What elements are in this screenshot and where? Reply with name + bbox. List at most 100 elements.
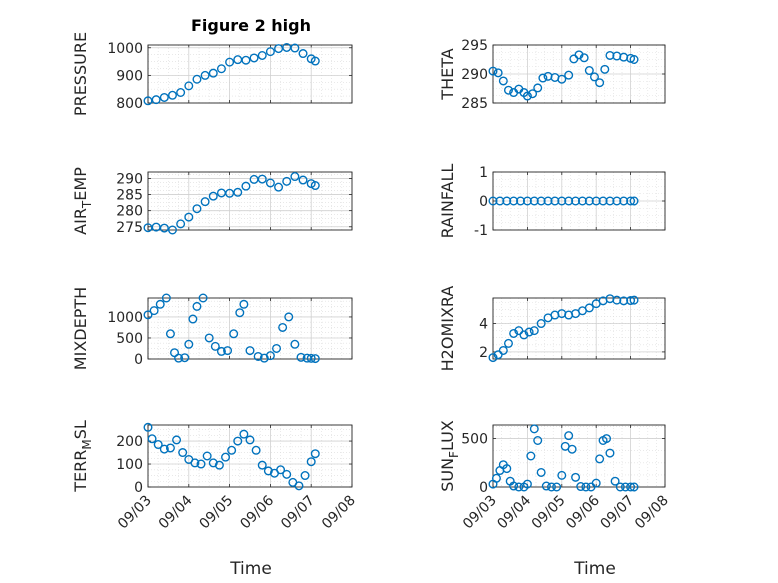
data-point [522,196,532,206]
figure-title: Figure 2 high [191,16,311,35]
data-point [529,326,539,336]
data-point [310,354,320,364]
data-point [579,53,589,63]
data-point [529,424,539,434]
data-point [574,50,584,60]
data-point [190,458,200,468]
y-tick-label: 0 [134,352,143,368]
data-point [296,352,306,362]
data-point [151,95,161,105]
data-point [294,481,304,491]
y-axis-label: MIXDEPTH [71,287,90,370]
data-point [251,445,261,455]
y-axis-label: SUNFLUX [438,420,461,492]
data-point [282,469,292,479]
data-point [239,429,249,439]
data-point [265,47,275,57]
data-point [605,196,615,206]
data-point [276,465,286,475]
y-tick-label: 0 [479,194,488,210]
axes-box [147,171,353,231]
y-axis-label: AIRTEMP [71,167,94,235]
data-point [557,470,567,480]
y-axis-label: THETA [438,48,457,100]
plot-area [148,45,352,103]
data-point [626,296,636,306]
data-point [263,466,273,476]
y-axis-label-main: RAINFALL [438,164,457,239]
y-tick-label: 290 [461,67,488,83]
y-axis-label-subscript: M [80,439,94,449]
data-point [595,78,605,88]
data-point [245,346,255,356]
data-point [536,196,546,206]
data-point [519,330,529,340]
data-point [598,196,608,206]
data-point [550,196,560,206]
y-axis-label-main: AIR [71,208,90,235]
y-tick-label: 295 [461,38,488,54]
data-point [552,482,562,492]
data-point [602,434,612,444]
data-point [626,482,636,492]
data-point [165,329,175,339]
data-point [241,55,251,65]
data-point [589,72,599,82]
data-point [208,68,218,78]
data-point [192,204,202,214]
data-point [167,225,177,235]
data-point [184,81,194,91]
x-tick-label: 09/08 [319,493,359,533]
y-tick-label: 275 [116,220,143,236]
data-point [541,481,551,491]
data-point [188,314,198,324]
data-point [491,473,501,483]
data-point [557,74,567,84]
data-point [529,196,539,206]
axes-box [492,44,666,104]
data-point [522,479,532,489]
data-point [223,346,233,356]
data-point [498,76,508,86]
y-axis-label: H2OMIXRA [438,286,457,372]
data-point [161,293,171,303]
y-tick-label: 1000 [107,41,143,57]
data-point [612,196,622,206]
data-point [143,310,153,320]
data-point [300,471,310,481]
data-point [257,460,267,470]
y-axis-label-tail: EMP [71,167,90,201]
data-point [204,333,214,343]
data-point [629,482,639,492]
data-point [176,88,186,98]
data-point [257,174,267,184]
data-point [155,299,165,309]
data-point [564,196,574,206]
axes-box [492,424,666,488]
data-point [253,351,263,361]
data-point [214,460,224,470]
data-point [149,306,159,316]
y-tick-label: 0 [134,480,143,496]
data-point [310,181,320,191]
data-point [584,303,594,313]
data-point [306,353,316,363]
y-axis-label: PRESSURE [71,32,90,116]
data-point [192,301,202,311]
data-point [208,191,218,201]
data-point [581,482,591,492]
data-point [591,196,601,206]
data-point [610,476,620,486]
data-point [265,351,275,361]
data-point [576,482,586,492]
x-tick-label: 09/03 [115,493,155,533]
data-point [591,478,601,488]
data-point [524,327,534,337]
data-point [619,196,629,206]
y-axis-label-main: MIXDEPTH [71,287,90,370]
data-point [216,64,226,74]
data-point [564,70,574,80]
axes-box [492,297,666,360]
